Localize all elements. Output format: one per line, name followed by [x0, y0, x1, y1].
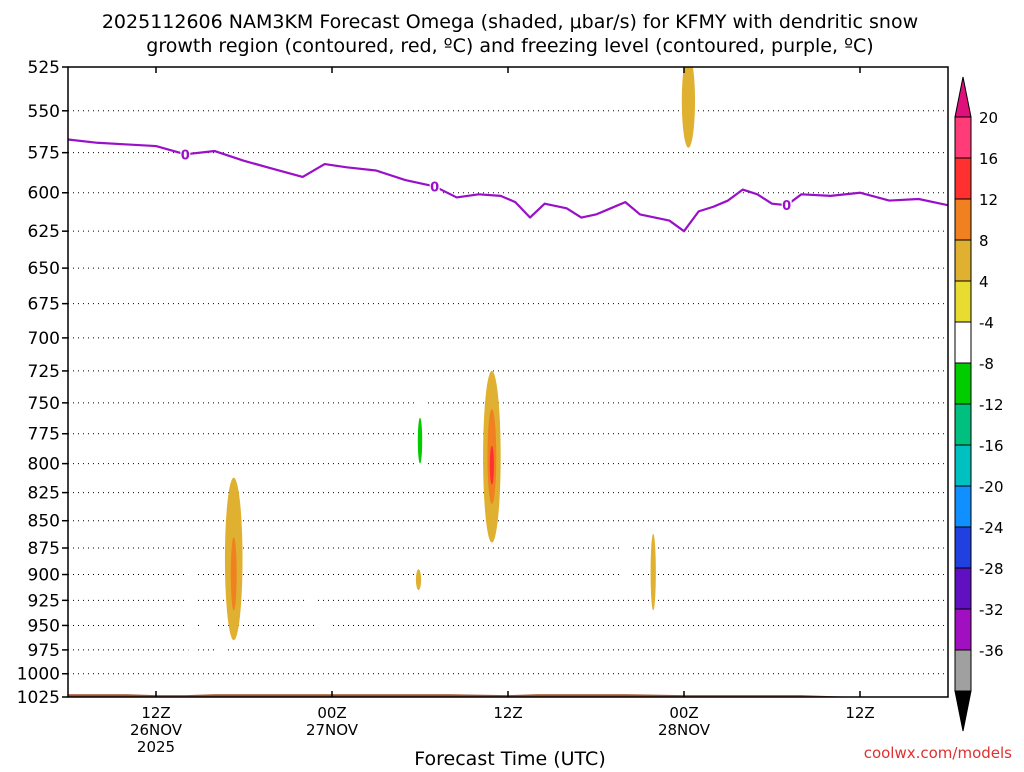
y-tick-label-750: 750 — [28, 394, 60, 414]
y-tick-label-950: 950 — [28, 616, 60, 636]
colorbar-over-triangle — [954, 76, 972, 118]
omega-feature-11 — [620, 531, 631, 601]
y-tick-label-725: 725 — [28, 362, 60, 382]
freezing-level-label-1: 0 — [430, 180, 439, 195]
colorbar-bin-10 — [954, 526, 972, 569]
colorbar-label-9: -20 — [979, 478, 1004, 496]
colorbar-bin-1 — [954, 157, 972, 200]
colorbar-label-3: 8 — [979, 232, 989, 250]
y-tick-label-900: 900 — [28, 566, 60, 586]
chart-title-line-2: growth region (contoured, red, ºC) and f… — [146, 35, 873, 57]
y-tick-label-700: 700 — [28, 329, 60, 349]
colorbar-bin-5 — [954, 321, 972, 364]
colorbar-label-2: 12 — [979, 191, 998, 209]
omega-feature-2 — [230, 537, 237, 611]
colorbar-under-triangle — [954, 690, 972, 732]
colorbar-bin-6 — [954, 362, 972, 405]
colorbar-bin-7 — [954, 403, 972, 446]
omega-block-1 — [200, 605, 218, 641]
colorbar-bin-3 — [954, 239, 972, 282]
y-tick-label-850: 850 — [28, 512, 60, 532]
y-tick-label-1000: 1000 — [17, 665, 60, 685]
omega-block-0 — [214, 635, 228, 660]
colorbar-bin-11 — [954, 567, 972, 610]
colorbar-bin-4 — [954, 280, 972, 323]
colorbar-bin-2 — [954, 198, 972, 241]
y-tick-label-825: 825 — [28, 484, 60, 504]
credit-text: coolwx.com/models — [864, 744, 1012, 762]
axes: 525 550 575 600 625 650 675 700 725 750 775 800 825 8… — [17, 58, 949, 756]
colorbar-label-10: -24 — [979, 519, 1004, 537]
y-tick-label-1025: 1025 — [17, 688, 60, 708]
colorbar-label-6: -8 — [979, 355, 994, 373]
colorbar-label-0: 20 — [979, 109, 998, 127]
colorbar-label-8: -16 — [979, 437, 1004, 455]
y-tick-label-775: 775 — [28, 425, 60, 445]
plot-frame — [67, 66, 949, 698]
colorbar-label-12: -32 — [979, 601, 1004, 619]
x-axis-label: Forecast Time (UTC) — [414, 748, 605, 768]
x-tick-label-0-1: 26NOV — [130, 721, 183, 739]
colorbar-label-11: -28 — [979, 560, 1004, 578]
x-tick-label-1-0: 00Z — [317, 704, 346, 722]
plot-interior: 0 0 0 — [68, 67, 948, 697]
plot-area: 0 0 0 — [68, 67, 948, 697]
colorbar-label-4: 4 — [979, 273, 989, 291]
y-tick-label-550: 550 — [28, 102, 60, 122]
freezing-level-line — [68, 138, 948, 233]
freezing-level-label-bg-1 — [429, 179, 440, 194]
y-tick-label-625: 625 — [28, 222, 60, 242]
x-tick-label-2-0: 12Z — [493, 704, 522, 722]
y-tick-label-650: 650 — [28, 259, 60, 279]
y-tick-label-675: 675 — [28, 295, 60, 315]
omega-feature-0 — [184, 548, 198, 655]
y-tick-label-800: 800 — [28, 455, 60, 475]
colorbar-label-7: -12 — [979, 396, 1004, 414]
x-tick-label-4-0: 12Z — [845, 704, 874, 722]
colorbar: 20 16 12 8 4 -4 -8 -12 -16 -20 -24 -28 -32 -36 — [954, 76, 1004, 732]
omega-block-2 — [314, 623, 330, 638]
freezing-level-label-bg-0 — [180, 147, 191, 162]
omega-feature-10 — [489, 445, 494, 485]
freezing-level-label-2: 0 — [782, 199, 791, 214]
colorbar-bin-8 — [954, 444, 972, 487]
omega-feature-12 — [650, 533, 656, 611]
y-tick-label-525: 525 — [28, 58, 60, 78]
y-tick-label-600: 600 — [28, 184, 60, 204]
x-tick-label-1-1: 27NOV — [306, 721, 359, 739]
colorbar-bin-13 — [954, 649, 972, 692]
freezing-level-label-0: 0 — [181, 148, 190, 163]
colorbar-bin-12 — [954, 608, 972, 651]
freezing-level-label-bg-2 — [781, 198, 792, 213]
colorbar-label-13: -36 — [979, 642, 1004, 660]
colorbar-bin-0 — [954, 116, 972, 159]
y-tick-label-975: 975 — [28, 641, 60, 661]
omega-feature-7 — [433, 220, 439, 280]
colorbar-bin-9 — [954, 485, 972, 528]
colorbar-label-5: -4 — [979, 314, 994, 332]
colorbar-label-1: 16 — [979, 150, 998, 168]
y-tick-label-575: 575 — [28, 144, 60, 164]
omega-feature-5 — [417, 417, 423, 464]
chart-title-line-1: 2025112606 NAM3KM Forecast Omega (shaded… — [102, 11, 918, 33]
omega-feature-3 — [305, 584, 315, 621]
x-tick-label-3-1: 28NOV — [658, 721, 711, 739]
omega-feature-6 — [415, 569, 422, 591]
y-tick-label-925: 925 — [28, 591, 60, 611]
omega-feature-13 — [681, 67, 695, 148]
x-tick-label-3-0: 00Z — [669, 704, 698, 722]
y-tick-label-875: 875 — [28, 539, 60, 559]
x-tick-label-0-2: 2025 — [137, 738, 175, 756]
x-tick-label-0-0: 12Z — [141, 704, 170, 722]
